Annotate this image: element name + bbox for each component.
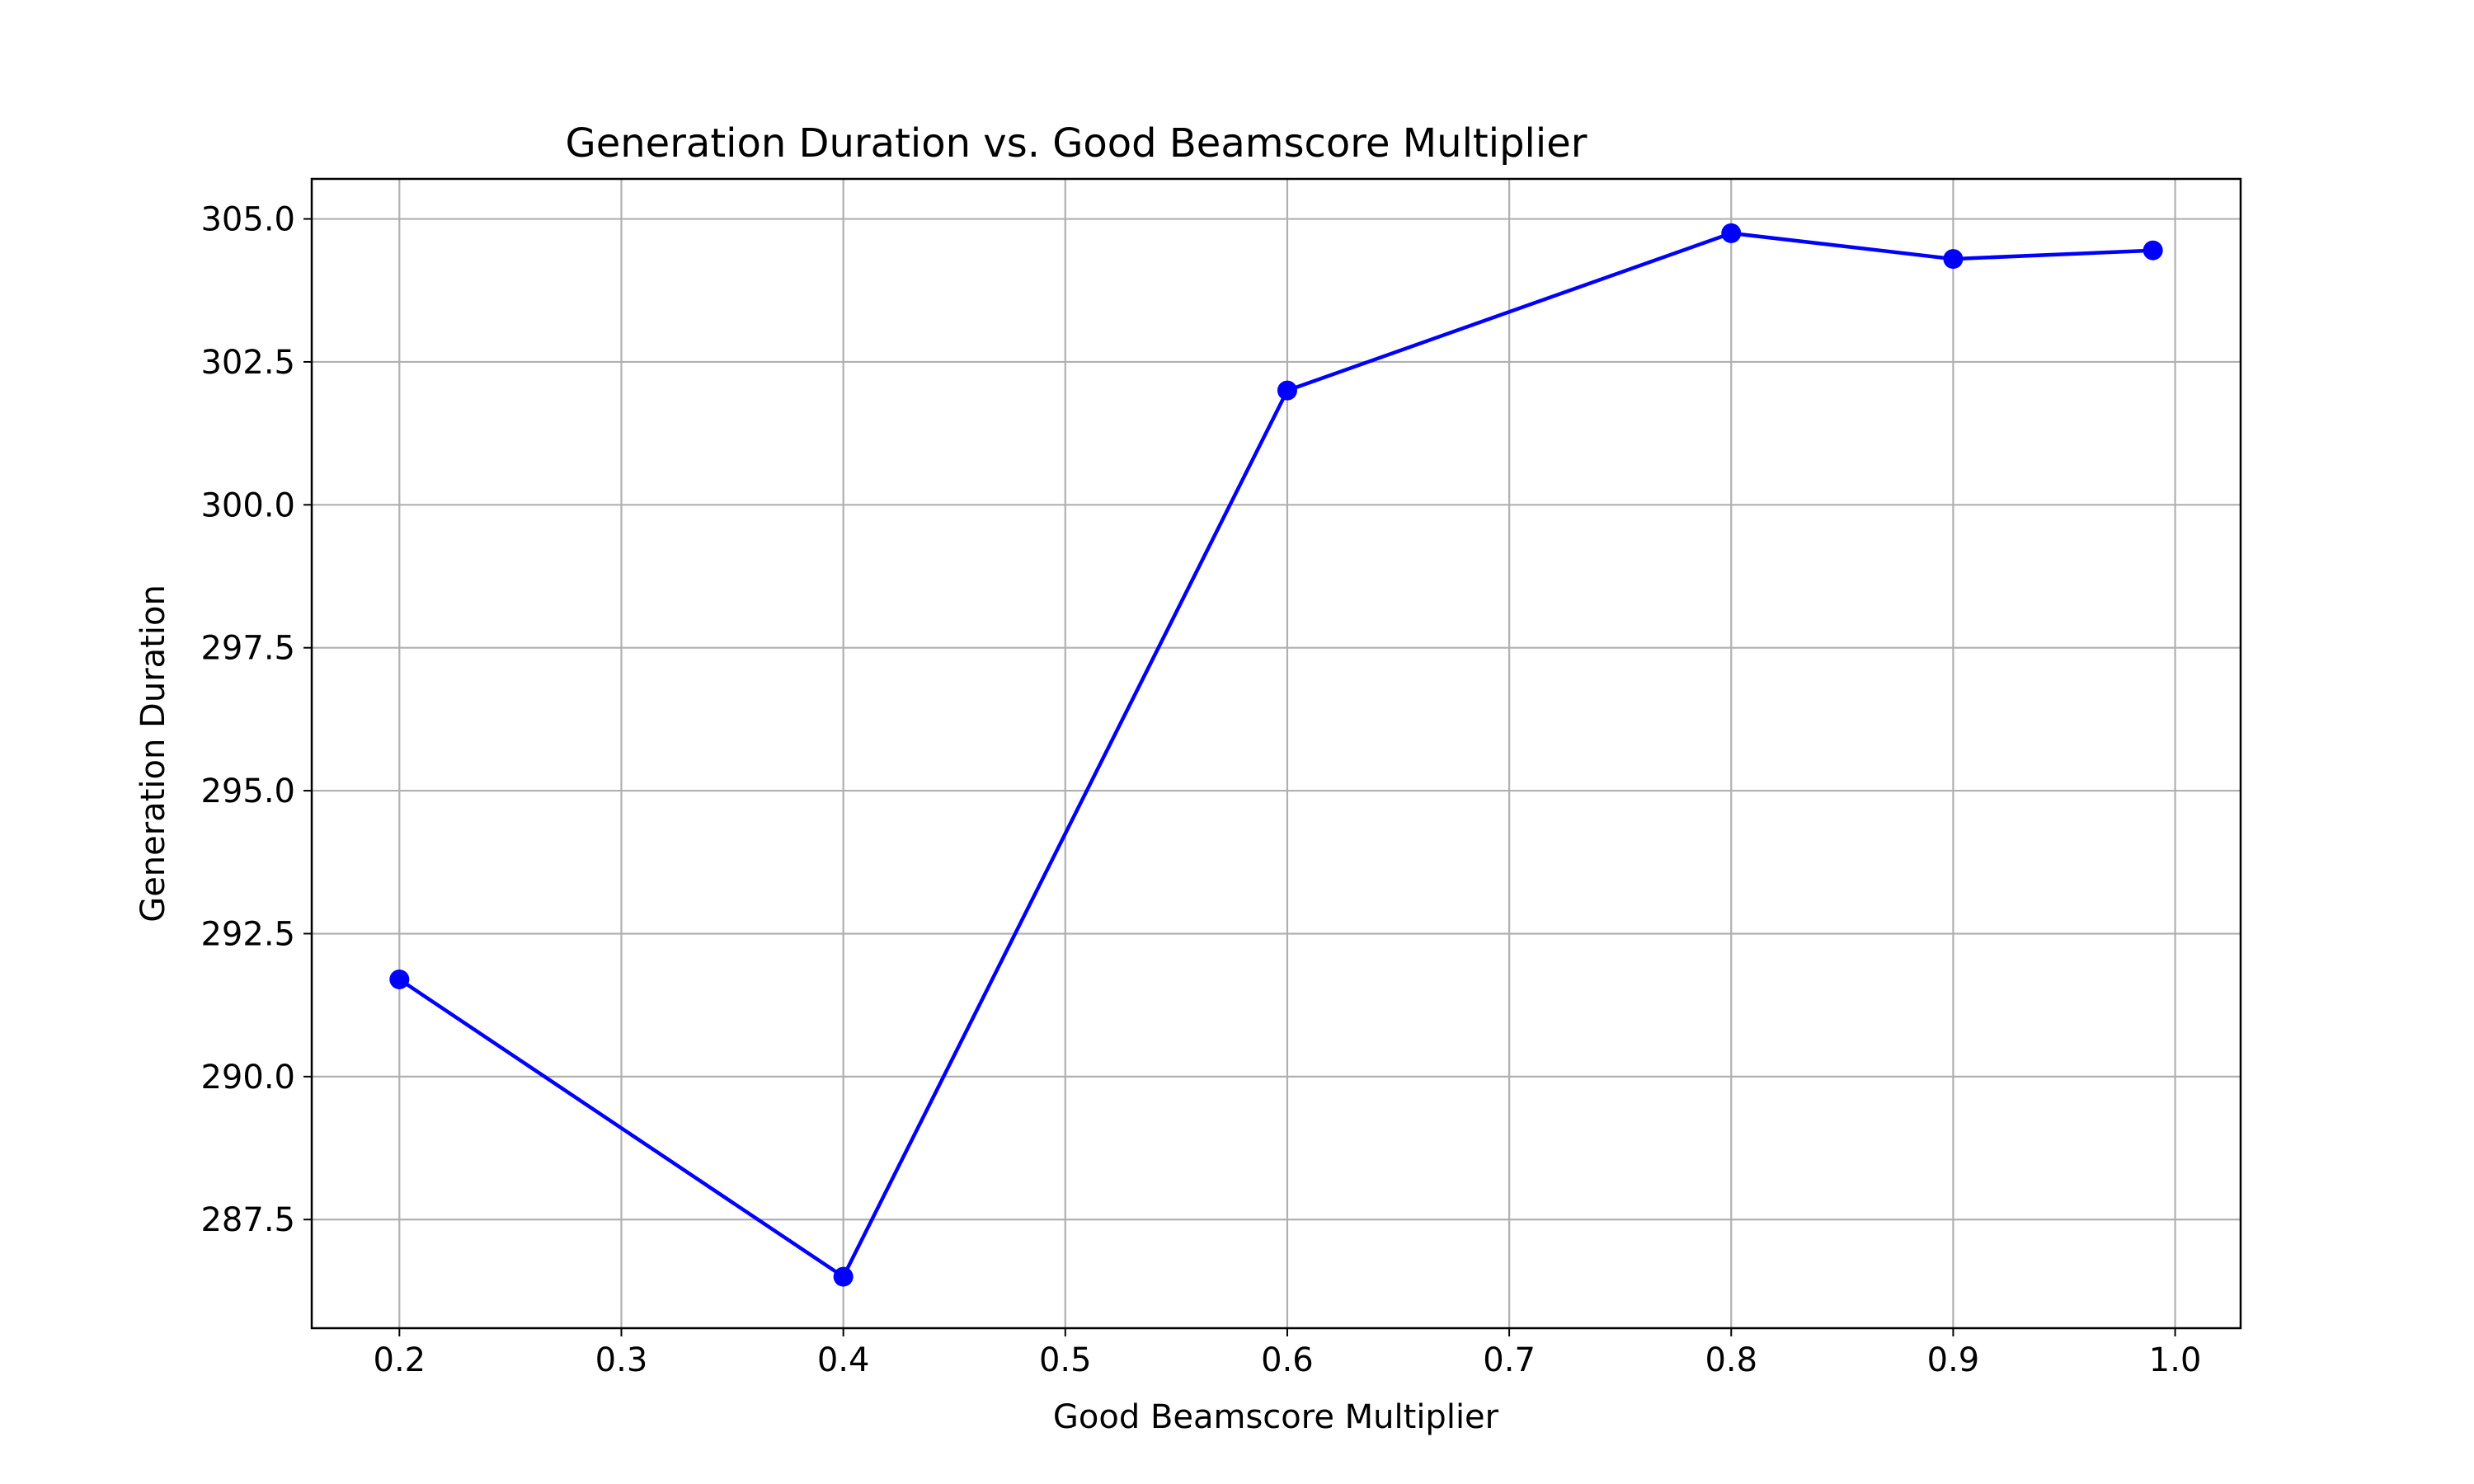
y-tick-label: 300.0 <box>200 486 295 524</box>
x-tick-label: 0.4 <box>817 1341 870 1379</box>
y-tick-label: 287.5 <box>200 1201 295 1239</box>
chart-title: Generation Duration vs. Good Beamscore M… <box>566 120 1587 167</box>
x-tick-label: 1.0 <box>2149 1341 2202 1379</box>
data-point <box>2142 240 2163 261</box>
data-point <box>389 969 410 989</box>
y-tick-label: 292.5 <box>200 915 295 953</box>
x-tick-label: 0.6 <box>1261 1341 1314 1379</box>
x-axis-label: Good Beamscore Multiplier <box>1053 1398 1499 1436</box>
y-tick-label: 297.5 <box>200 630 295 668</box>
axis-ticks: 0.2 0.3 0.4 0.5 0.6 0.7 0.8 0.9 1.0 287.5 290.0 292… <box>200 201 2201 1379</box>
data-point <box>1277 380 1297 401</box>
data-point <box>833 1266 854 1287</box>
x-tick-label: 0.5 <box>1039 1341 1092 1379</box>
x-tick-label: 0.7 <box>1483 1341 1536 1379</box>
plot-frame <box>310 177 2242 1330</box>
y-tick-label: 305.0 <box>200 201 295 239</box>
y-axis-label: Generation Duration <box>134 585 172 923</box>
y-tick-label: 302.5 <box>200 344 295 382</box>
y-tick-label: 295.0 <box>200 773 295 810</box>
series-layer <box>389 223 2163 1287</box>
grid-lines <box>312 179 2241 1328</box>
y-tick-label: 290.0 <box>200 1059 295 1097</box>
data-point <box>1943 249 1964 270</box>
x-tick-label: 0.9 <box>1927 1341 1980 1379</box>
data-point <box>1721 223 1742 243</box>
x-tick-label: 0.8 <box>1705 1341 1757 1379</box>
series-line <box>398 231 2153 1279</box>
x-tick-label: 0.3 <box>595 1341 648 1379</box>
x-tick-label: 0.2 <box>374 1341 426 1379</box>
